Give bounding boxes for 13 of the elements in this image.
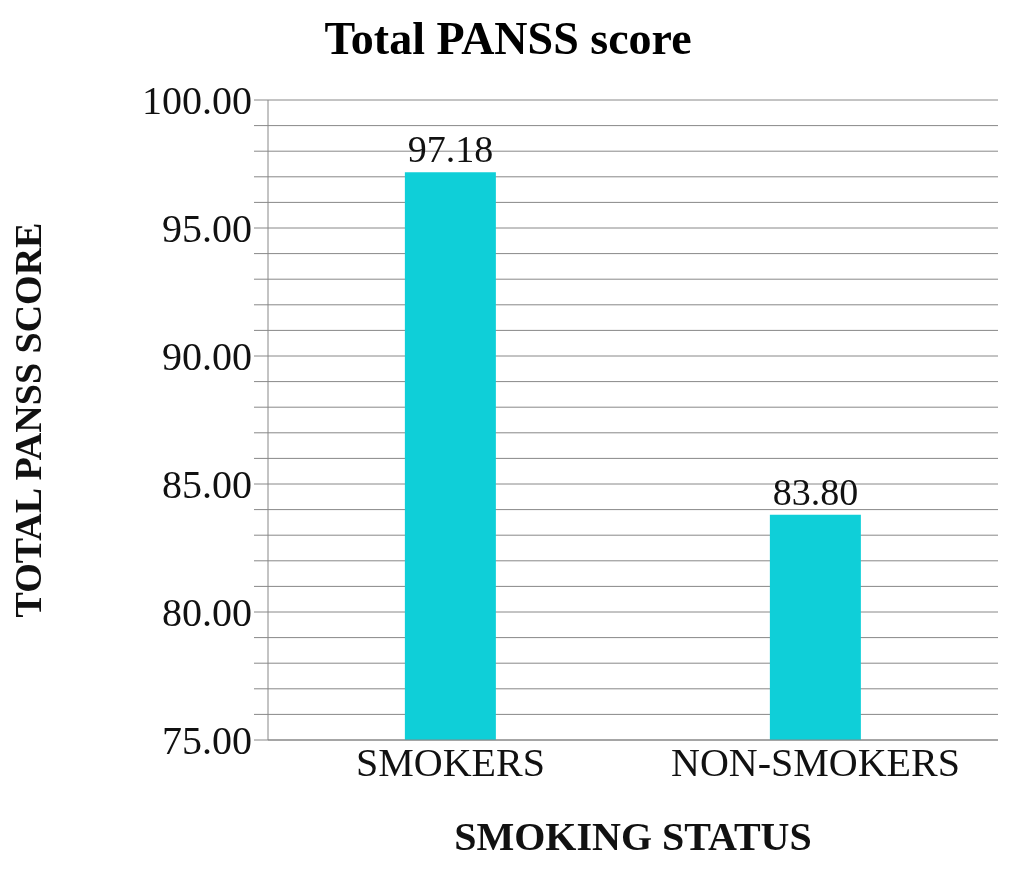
data-label: 97.18 (407, 128, 494, 171)
y-tick-label: 75.00 (162, 718, 252, 764)
chart-title: Total PANSS score (323, 12, 693, 66)
x-tick-label: SMOKERS (356, 740, 545, 786)
x-axis-title: SMOKING STATUS (454, 814, 812, 859)
y-tick-label: 85.00 (162, 462, 252, 508)
y-tick-label: 80.00 (162, 590, 252, 636)
y-axis-title: TOTAL PANSS SCORE (7, 222, 50, 618)
y-tick-label: 95.00 (162, 206, 252, 252)
y-tick-label: 90.00 (162, 334, 252, 380)
x-tick-label: NON-SMOKERS (671, 740, 960, 786)
data-label: 83.80 (772, 470, 859, 513)
y-tick-label: 100.00 (142, 78, 252, 124)
